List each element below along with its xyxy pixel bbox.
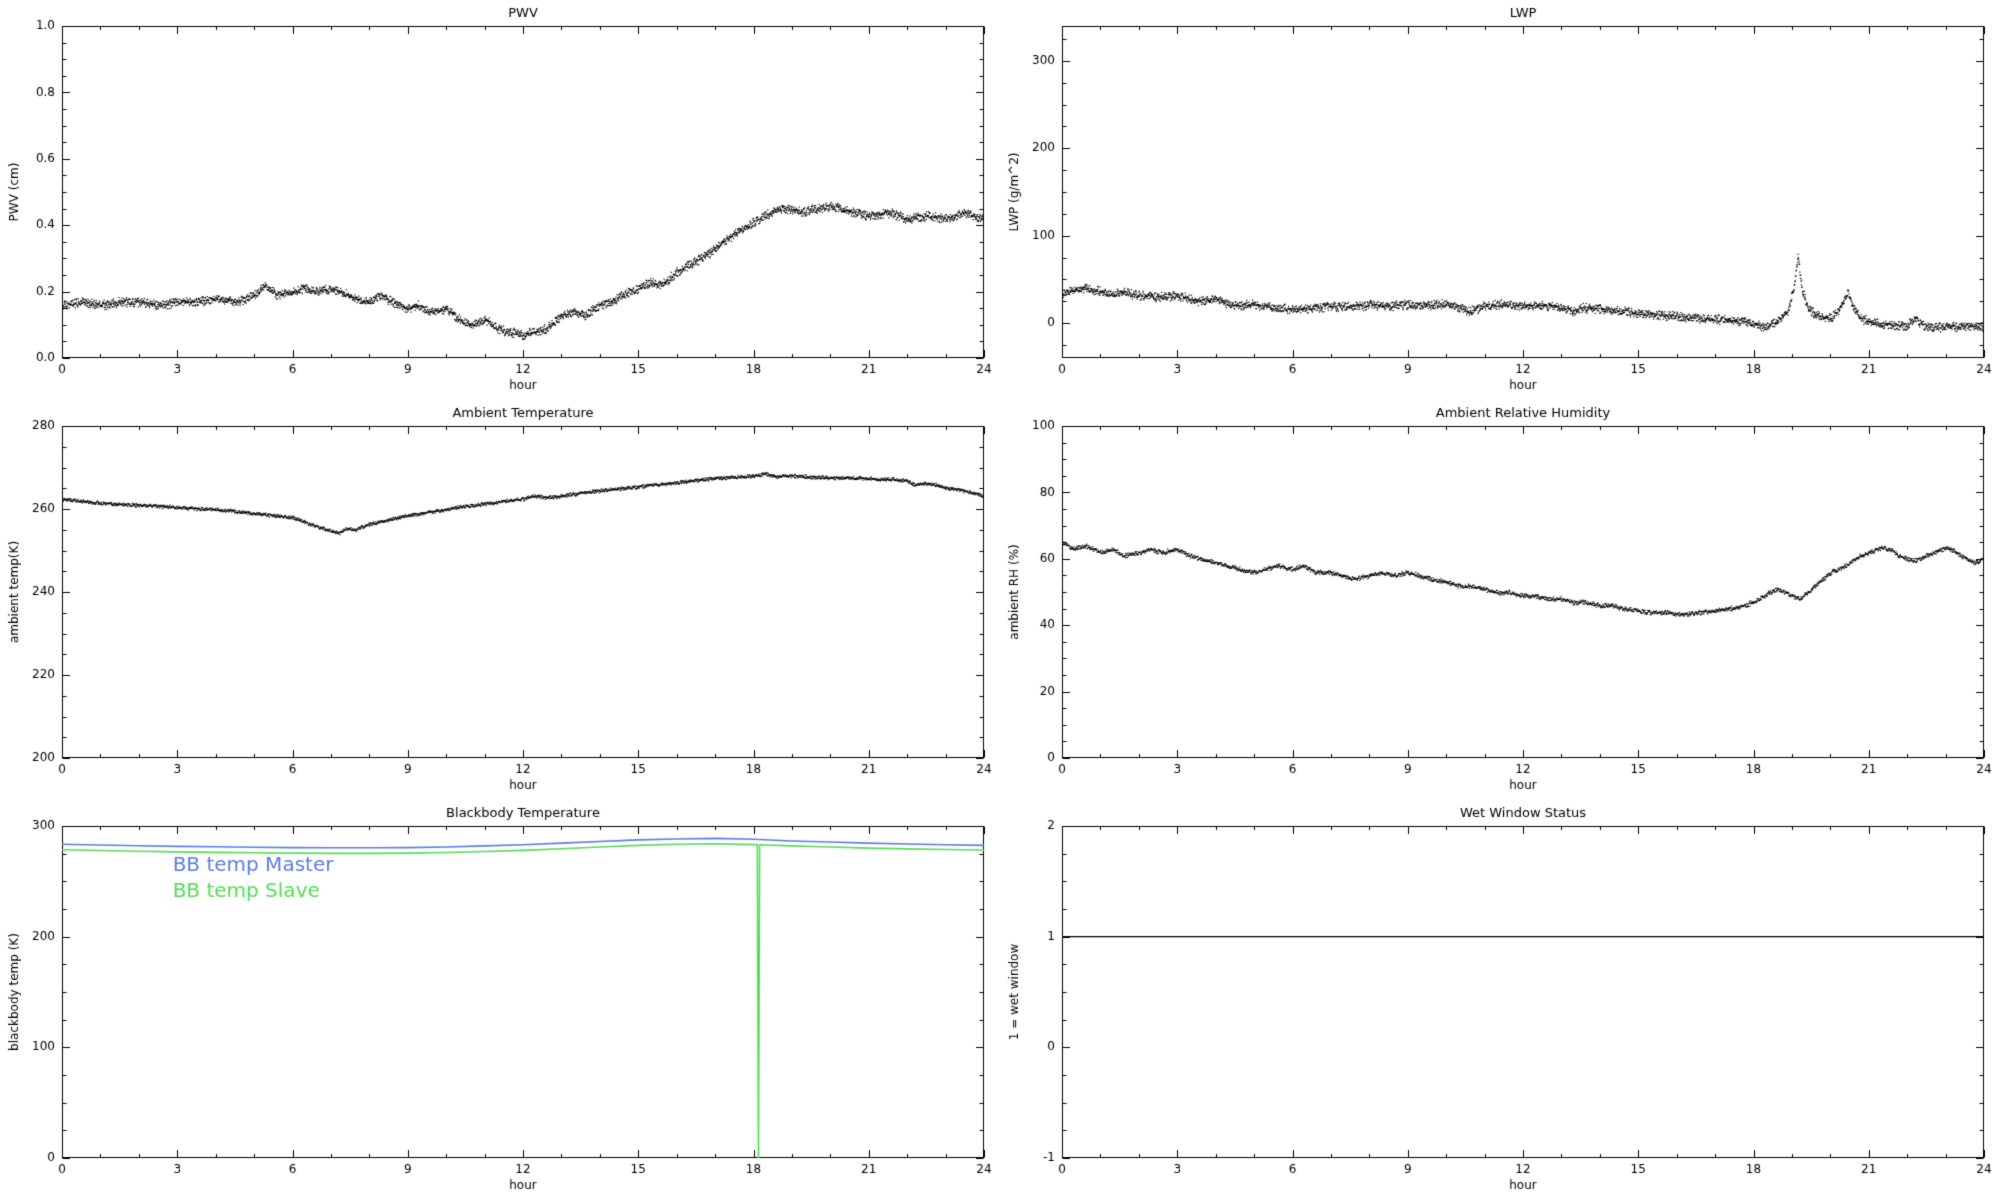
panel-wet-window-status [1000, 800, 2000, 1200]
panel-lwp [1000, 0, 2000, 400]
chart-ambient-relative-humidity-canvas [1000, 400, 2000, 800]
panel-ambient-temperature [0, 400, 1000, 800]
panel-pwv [0, 0, 1000, 400]
chart-lwp-canvas [1000, 0, 2000, 400]
chart-wet-window-status-canvas [1000, 800, 2000, 1200]
chart-blackbody-temperature-canvas [0, 800, 1000, 1200]
chart-ambient-temperature-canvas [0, 400, 1000, 800]
chart-pwv-canvas [0, 0, 1000, 400]
panel-blackbody-temperature [0, 800, 1000, 1200]
panel-ambient-relative-humidity [1000, 400, 2000, 800]
